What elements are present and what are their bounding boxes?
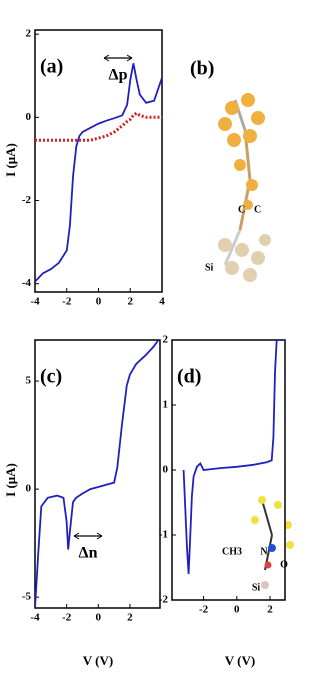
panel-label: (a): [40, 56, 63, 78]
x-tick-label: 2: [267, 604, 273, 616]
x-tick-label: -4: [30, 612, 40, 624]
y-tick-label: -1: [159, 529, 168, 541]
inset-label: CH3: [222, 546, 242, 557]
x-axis-label: V (V): [83, 653, 113, 668]
annotation: Δp: [109, 67, 128, 84]
y-tick-label: 0: [26, 483, 32, 495]
series-line: [182, 340, 285, 575]
y-axis-label: I (μA): [3, 143, 18, 177]
x-tick-label: -2: [62, 612, 72, 624]
x-axis-label: V (V): [225, 653, 255, 668]
atom-label: Si: [205, 262, 214, 273]
y-tick-label: 2: [26, 28, 32, 40]
series-line: [35, 340, 160, 608]
x-tick-label: 0: [234, 604, 240, 616]
x-tick-label: 2: [127, 612, 133, 624]
y-tick-label: 0: [163, 464, 169, 476]
y-tick-label: -2: [159, 594, 169, 606]
x-tick-label: -2: [199, 604, 209, 616]
molecule-b: [218, 93, 271, 282]
y-tick-label: -5: [22, 591, 32, 603]
y-tick-label: -2: [22, 194, 32, 206]
arrow-head: [103, 54, 133, 62]
x-tick-label: -4: [30, 296, 40, 308]
molecule-d: [251, 496, 294, 589]
inset-label: Si: [252, 582, 261, 593]
x-tick-label: 4: [159, 296, 165, 308]
x-tick-label: 0: [96, 296, 102, 308]
panel-label: (d): [177, 366, 201, 388]
atom-label: C: [254, 204, 261, 215]
y-tick-label: 2: [163, 334, 169, 346]
y-tick-label: 0: [26, 111, 32, 123]
panel-label: (c): [40, 366, 62, 388]
x-tick-label: -2: [62, 296, 72, 308]
atom-label: C: [238, 204, 245, 215]
y-axis-label: I (μA): [3, 463, 18, 497]
y-tick-label: 1: [163, 399, 169, 411]
series-line: [35, 63, 162, 283]
x-tick-label: 0: [96, 612, 102, 624]
annotation: Δn: [79, 545, 98, 562]
panel-label: (b): [190, 58, 214, 80]
y-tick-label: -4: [22, 277, 32, 289]
x-tick-label: 2: [128, 296, 134, 308]
inset-label: N: [260, 546, 268, 557]
series-line: [35, 111, 162, 142]
inset-label: O: [280, 559, 288, 570]
arrow-head: [73, 532, 103, 540]
plot-frame: [34, 339, 161, 609]
y-tick-label: 5: [26, 375, 32, 387]
